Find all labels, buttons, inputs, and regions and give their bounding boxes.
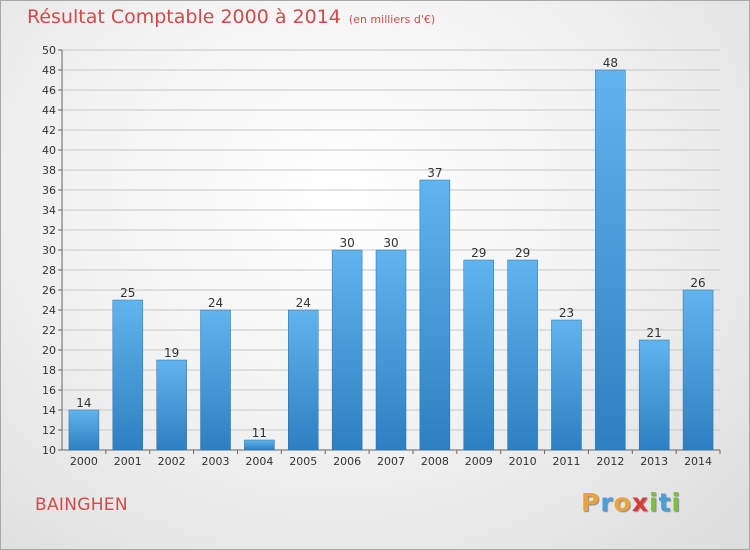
y-tick-label: 28 [42, 264, 56, 277]
data-label-2002: 19 [164, 346, 179, 360]
x-tick-label: 2010 [509, 455, 537, 468]
x-tick-label: 2011 [552, 455, 580, 468]
data-label-2006: 30 [339, 236, 354, 250]
y-tick-label: 44 [42, 104, 56, 117]
x-tick-label: 2006 [333, 455, 361, 468]
chart-unit-note: (en milliers d'€) [348, 13, 436, 26]
logo-letter: i [671, 488, 682, 517]
data-label-2010: 29 [515, 246, 530, 260]
bar-2014 [682, 289, 714, 451]
bar-2003 [200, 309, 231, 451]
data-label-2011: 23 [559, 306, 574, 320]
y-tick-label: 36 [42, 184, 56, 197]
bar-2001 [112, 299, 144, 451]
y-tick-label: 48 [42, 64, 56, 77]
y-tick-label: 30 [42, 244, 56, 257]
bar-2000 [68, 409, 100, 451]
proxiti-logo: Proxiti [581, 488, 681, 517]
bar-2006 [331, 249, 363, 451]
data-labels: 14 25 19 24 11 24 30 30 37 29 29 23 48 21 26 [76, 56, 705, 440]
x-tick-label: 2012 [596, 455, 624, 468]
logo-letter: t [658, 488, 672, 517]
x-tick-label: 2005 [289, 455, 317, 468]
data-label-2014: 26 [690, 276, 705, 290]
chart-title: Résultat Comptable 2000 à 2014 (en millie… [27, 6, 435, 28]
data-label-2008: 37 [427, 166, 442, 180]
y-tick-label: 34 [42, 204, 56, 217]
x-tick-label: 2000 [70, 455, 98, 468]
logo-letter: r [600, 488, 614, 517]
x-tick-label: 2004 [245, 455, 273, 468]
logo-letter: x [631, 488, 649, 517]
x-tick-label: 2013 [640, 455, 668, 468]
y-tick-label: 46 [42, 84, 56, 97]
bar-2007 [375, 249, 407, 451]
data-label-2001: 25 [120, 286, 135, 300]
chart-title-text: Résultat Comptable 2000 à 2014 [27, 6, 341, 28]
bar-2010 [507, 259, 538, 451]
x-tick-label: 2014 [684, 455, 712, 468]
y-tick-label: 40 [42, 144, 56, 157]
x-tick-label: 2009 [465, 455, 493, 468]
bar-2012 [595, 69, 626, 451]
data-label-2004: 11 [252, 426, 267, 440]
bar-2002 [156, 359, 187, 451]
bar-2009 [463, 259, 494, 451]
y-tick-label: 26 [42, 284, 56, 297]
x-tick-label: 2007 [377, 455, 405, 468]
bar-2005 [288, 309, 319, 451]
data-label-2007: 30 [383, 236, 398, 250]
axes: 10 12 14 16 18 20 22 24 26 28 30 32 34 36 38 40 42 44 46 48… [42, 44, 721, 468]
bar-2013 [638, 339, 670, 451]
y-tick-label: 12 [42, 424, 56, 437]
y-tick-label: 20 [42, 344, 56, 357]
y-tick-label: 18 [42, 364, 56, 377]
logo-letter: o [613, 488, 632, 517]
y-tick-label: 38 [42, 164, 56, 177]
y-tick-label: 32 [42, 224, 56, 237]
x-tick-label: 2002 [158, 455, 186, 468]
data-label-2009: 29 [471, 246, 486, 260]
logo-letter: P [581, 488, 601, 517]
y-tick-label: 42 [42, 124, 56, 137]
bar-2011 [551, 319, 582, 451]
data-label-2013: 21 [647, 326, 662, 340]
bar-2008 [419, 179, 451, 451]
bar-2004 [244, 439, 275, 451]
logo-letter: i [649, 488, 659, 517]
y-tick-label: 24 [42, 304, 56, 317]
data-label-2003: 24 [208, 296, 223, 310]
y-tick-label: 16 [42, 384, 56, 397]
x-tick-label: 2008 [421, 455, 449, 468]
y-tick-label: 22 [42, 324, 56, 337]
x-tick-label: 2003 [202, 455, 230, 468]
y-tick-label: 10 [42, 444, 56, 457]
y-tick-label: 14 [42, 404, 56, 417]
commune-name: BAINGHEN [35, 495, 128, 515]
x-tick-label: 2001 [114, 455, 142, 468]
y-tick-label: 50 [42, 44, 56, 57]
data-label-2000: 14 [76, 396, 91, 410]
data-label-2012: 48 [603, 56, 618, 70]
bars [68, 69, 714, 451]
data-label-2005: 24 [296, 296, 311, 310]
